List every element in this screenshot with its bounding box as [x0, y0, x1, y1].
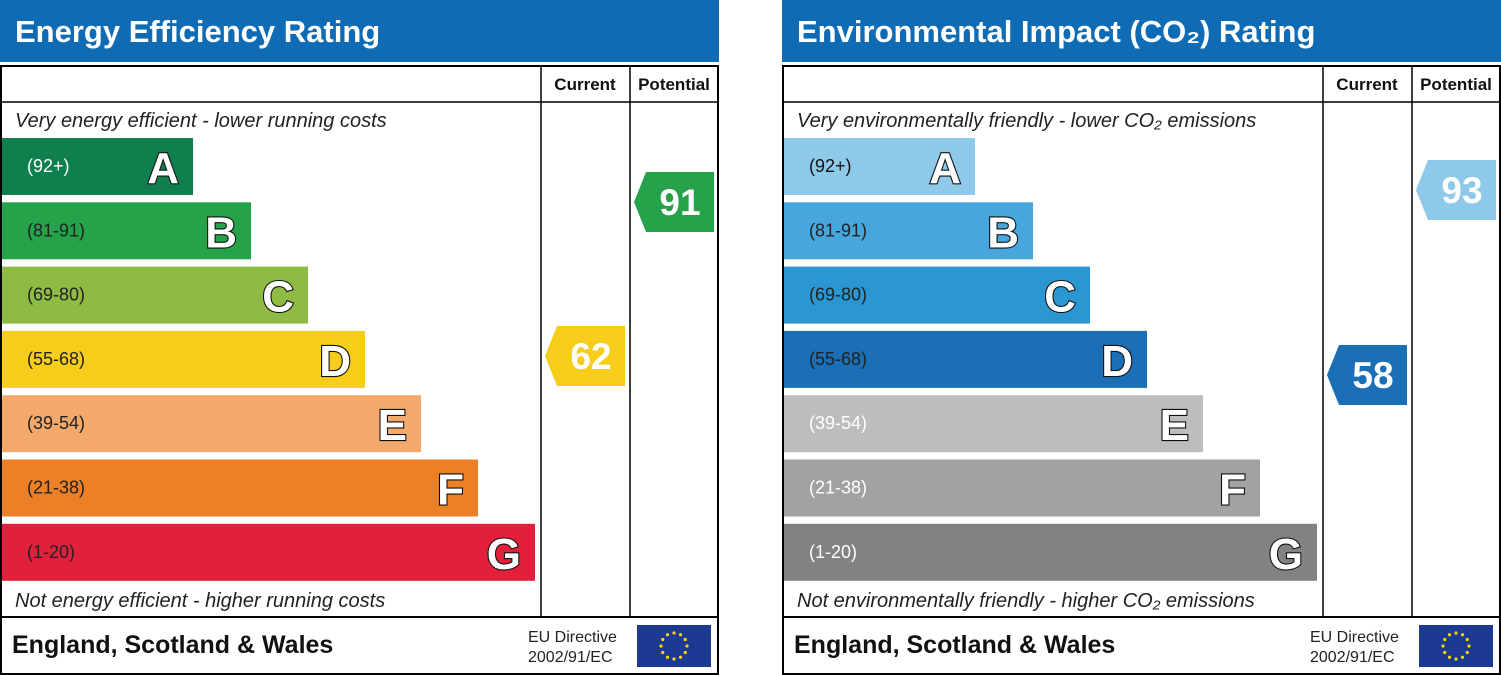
column-header: Current: [1336, 75, 1398, 94]
rating-band: [2, 202, 251, 260]
rating-band: [2, 138, 193, 195]
rating-band: [784, 395, 1203, 453]
eu-star: [1454, 631, 1458, 635]
rating-band: [2, 266, 308, 324]
title-bar: [782, 0, 1501, 62]
eu-star: [1441, 644, 1445, 648]
rating-arrow: [1327, 345, 1407, 405]
band-range: (1-20): [27, 542, 75, 562]
band-range: (69-80): [809, 285, 867, 305]
band-range: (21-38): [809, 478, 867, 498]
bottom-note: Not energy efficient - higher running co…: [15, 590, 385, 612]
rating-band: [2, 330, 365, 388]
top-note: Very environmentally friendly - lower CO…: [797, 110, 1256, 132]
eu-star: [672, 631, 676, 635]
eu-star: [683, 637, 687, 642]
rating-band: [784, 330, 1147, 388]
band-letter: G: [1269, 530, 1303, 579]
eu-star: [661, 650, 665, 655]
band-range: (39-54): [809, 413, 867, 433]
eu-star: [659, 644, 663, 648]
rating-panel: Environmental Impact (CO₂) Rating Current…: [782, 0, 1501, 675]
band-range: (92+): [27, 156, 70, 176]
eu-star: [683, 650, 687, 655]
rating-value: 93: [1441, 170, 1482, 211]
rating-band: [2, 523, 535, 581]
top-note: Very energy efficient - lower running co…: [15, 110, 387, 132]
rating-band: [784, 459, 1260, 517]
eu-flag: [637, 625, 711, 667]
band-letter: D: [1101, 337, 1133, 386]
band-range: (1-20): [809, 542, 857, 562]
eu-star: [1460, 633, 1465, 637]
rating-panel: Energy Efficiency Rating Current Potential…: [0, 0, 719, 675]
column-header: Potential: [1420, 75, 1492, 94]
eu-star: [1447, 655, 1452, 659]
rating-band: [2, 395, 421, 453]
footer-code: 2002/91/EC: [528, 649, 613, 666]
band-letter: A: [147, 144, 179, 193]
eu-star: [678, 633, 683, 637]
eu-flag: [1419, 625, 1493, 667]
eu-star: [1447, 633, 1452, 637]
band-range: (81-91): [27, 220, 85, 240]
eu-star: [1467, 644, 1471, 648]
title-bar: [0, 0, 719, 62]
eu-star: [685, 644, 689, 648]
band-letter: F: [1219, 466, 1246, 515]
band-range: (39-54): [27, 413, 85, 433]
rating-band: [2, 459, 478, 517]
eu-star: [1465, 650, 1469, 655]
band-range: (92+): [809, 156, 852, 176]
bottom-note: Not environmentally friendly - higher CO…: [797, 590, 1255, 612]
footer-region: England, Scotland & Wales: [12, 631, 333, 659]
band-letter: A: [929, 144, 961, 193]
column-header: Current: [554, 75, 616, 94]
rating-arrow: [1416, 160, 1496, 220]
eu-star: [665, 633, 670, 637]
footer-code: 2002/91/EC: [1310, 649, 1395, 666]
footer-directive: EU Directive: [528, 629, 617, 646]
panel-title: Energy Efficiency Rating: [15, 14, 380, 49]
eu-star: [661, 637, 665, 642]
band-range: (69-80): [27, 285, 85, 305]
band-range: (55-68): [809, 349, 867, 369]
band-letter: D: [319, 337, 351, 386]
eu-star: [665, 655, 670, 659]
band-letter: B: [205, 208, 237, 257]
rating-band: [784, 523, 1317, 581]
rating-band: [784, 202, 1033, 260]
rating-band: [784, 138, 975, 195]
band-letter: E: [378, 401, 407, 450]
footer-region: England, Scotland & Wales: [794, 631, 1115, 659]
rating-value: 58: [1352, 355, 1393, 396]
eu-star: [1465, 637, 1469, 642]
band-letter: C: [262, 273, 294, 322]
band-letter: G: [487, 530, 521, 579]
band-letter: C: [1044, 273, 1076, 322]
band-letter: F: [437, 466, 464, 515]
band-range: (21-38): [27, 478, 85, 498]
rating-arrow: [545, 326, 625, 386]
eu-star: [672, 657, 676, 661]
band-letter: E: [1160, 401, 1189, 450]
rating-arrow: [634, 172, 714, 232]
eu-star: [678, 655, 683, 659]
eu-star: [1443, 637, 1447, 642]
column-header: Potential: [638, 75, 710, 94]
rating-value: 91: [659, 182, 700, 223]
footer-directive: EU Directive: [1310, 629, 1399, 646]
band-letter: B: [987, 208, 1019, 257]
eu-star: [1460, 655, 1465, 659]
band-range: (81-91): [809, 220, 867, 240]
band-range: (55-68): [27, 349, 85, 369]
eu-star: [1443, 650, 1447, 655]
rating-band: [784, 266, 1090, 324]
rating-value: 62: [570, 336, 611, 377]
panel-title: Environmental Impact (CO₂) Rating: [797, 14, 1315, 49]
eu-star: [1454, 657, 1458, 661]
